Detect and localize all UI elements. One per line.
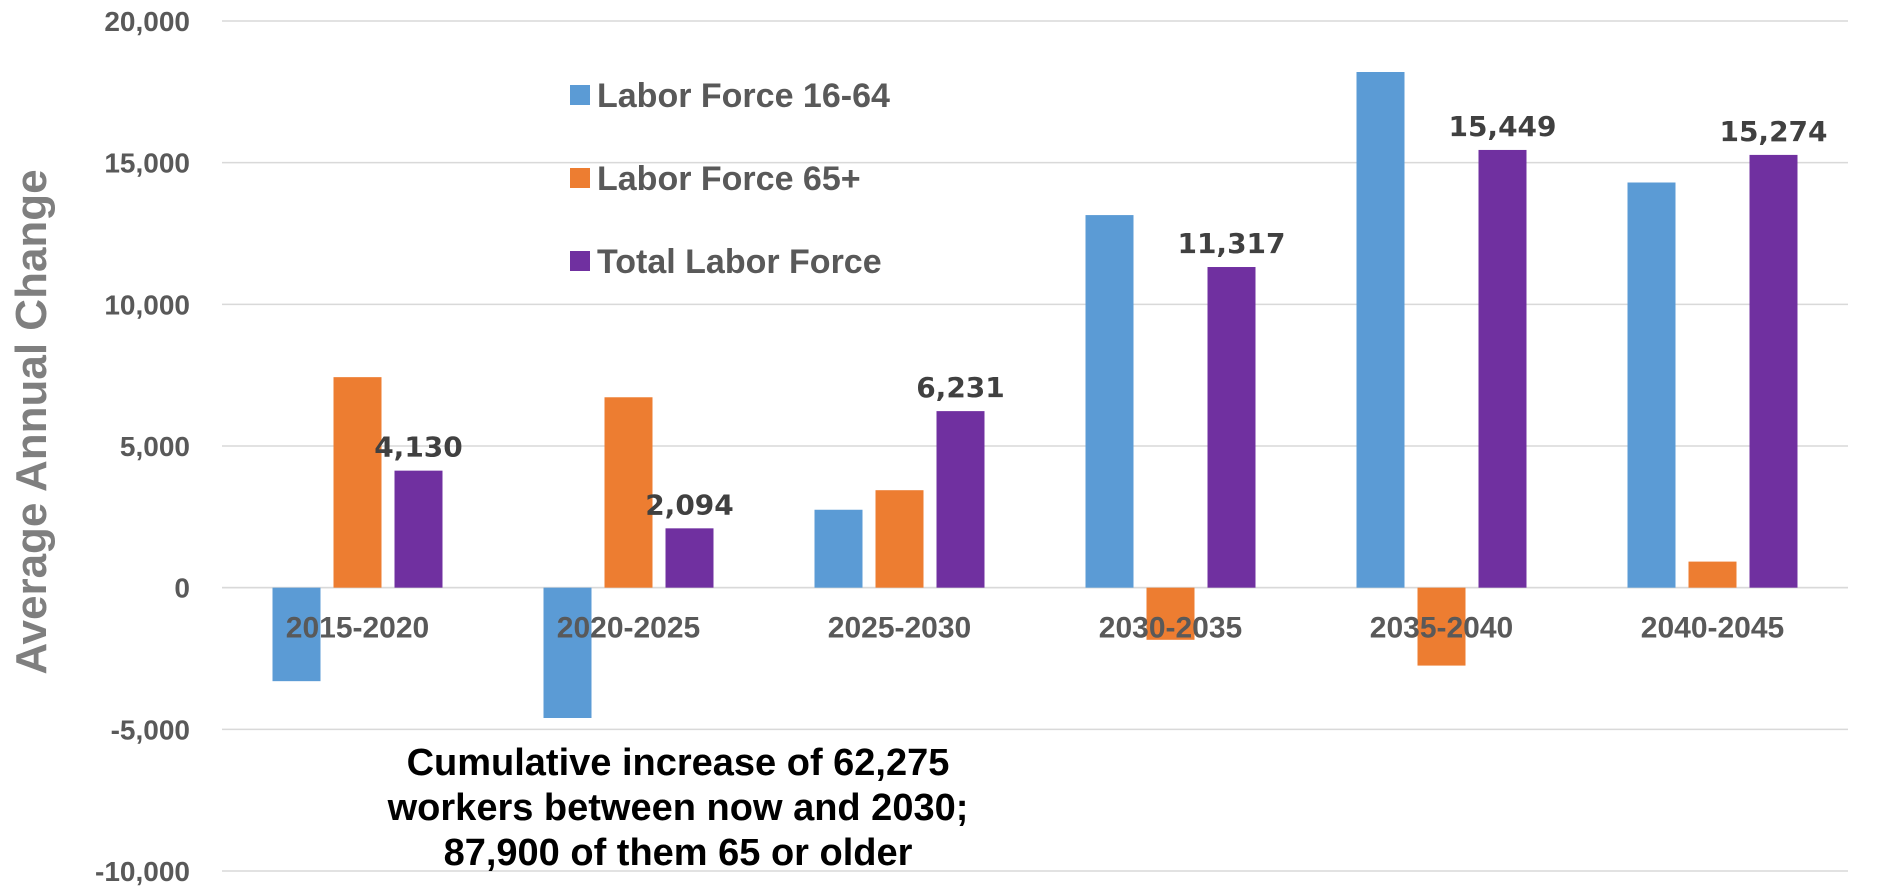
y-tick-label: 5,000 (120, 431, 190, 462)
bar (665, 528, 714, 588)
y-axis-ticks: -10,000 -5,000 0 5,000 10,000 15,000 20,000 (95, 6, 190, 887)
bar (1688, 561, 1737, 588)
annotation-line: Cumulative increase of 62,275 (407, 742, 950, 784)
bars (272, 72, 1798, 718)
data-label: 6,231 (916, 371, 1005, 404)
bar (333, 377, 382, 588)
bar (543, 587, 592, 718)
y-tick-label: -10,000 (95, 856, 190, 887)
bar (1146, 587, 1195, 640)
legend-label: Labor Force 16-64 (597, 77, 890, 115)
data-labels: 4,130 2,094 6,231 11,317 15,449 15,274 (374, 110, 1827, 521)
x-category-label: 2015-2020 (286, 612, 429, 645)
bar (604, 397, 653, 588)
legend-swatch (570, 85, 590, 105)
bar (1478, 149, 1527, 588)
data-label: 4,130 (374, 431, 463, 464)
legend-label: Labor Force 65+ (597, 160, 861, 198)
gridlines (222, 20, 1848, 872)
bar (1749, 154, 1798, 588)
y-tick-label: 0 (174, 573, 190, 604)
annotation-line: 87,900 of them 65 or older (444, 832, 913, 874)
bar (814, 509, 863, 588)
y-tick-label: 10,000 (104, 289, 190, 320)
y-tick-label: -5,000 (111, 714, 190, 745)
x-axis-categories: 2015-2020 2020-2025 2025-2030 2030-2035 2035… (286, 612, 1784, 645)
x-category-label: 2020-2025 (557, 612, 700, 645)
bar (936, 411, 985, 588)
legend-label: Total Labor Force (597, 243, 882, 281)
bar (1417, 587, 1466, 666)
x-category-label: 2030-2035 (1099, 612, 1242, 645)
x-category-label: 2025-2030 (828, 612, 971, 645)
bar (1085, 215, 1134, 588)
legend-swatch (570, 251, 590, 271)
bar (875, 490, 924, 588)
data-label: 11,317 (1177, 227, 1285, 260)
y-tick-label: 15,000 (104, 148, 190, 179)
legend: Labor Force 16-64 Labor Force 65+ Total La… (570, 77, 890, 281)
bar (272, 587, 321, 682)
bar (1356, 72, 1405, 588)
data-label: 15,449 (1448, 110, 1556, 143)
y-tick-label: 20,000 (104, 6, 190, 37)
data-label: 2,094 (645, 488, 734, 521)
x-category-label: 2035-2040 (1370, 612, 1513, 645)
bar (1207, 267, 1256, 588)
x-category-label: 2040-2045 (1641, 612, 1784, 645)
annotation-line: workers between now and 2030; (387, 787, 969, 829)
bar (394, 470, 443, 588)
legend-swatch (570, 168, 590, 188)
y-axis-label: Average Annual Change (7, 169, 56, 674)
bar (1627, 182, 1676, 588)
data-label: 15,274 (1719, 115, 1827, 148)
